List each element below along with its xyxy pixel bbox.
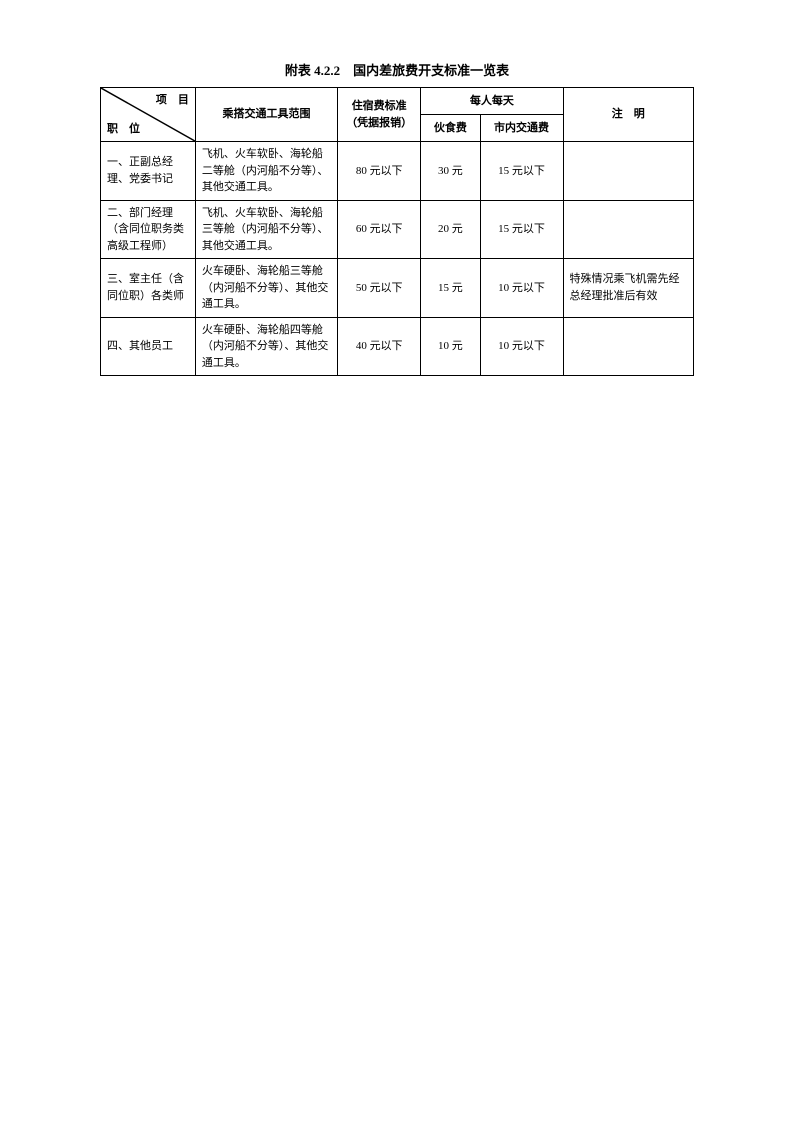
cell-remark <box>563 317 693 376</box>
cell-position: 一、正副总经理、党委书记 <box>101 142 196 201</box>
cell-lodging: 40 元以下 <box>338 317 421 376</box>
cell-remark <box>563 200 693 259</box>
cell-transport: 飞机、火车软卧、海轮船三等舱（内河船不分等）、其他交通工具。 <box>195 200 337 259</box>
cell-lodging: 50 元以下 <box>338 259 421 318</box>
cell-lodging: 60 元以下 <box>338 200 421 259</box>
cell-transport: 火车硬卧、海轮船四等舱（内河船不分等）、其他交通工具。 <box>195 317 337 376</box>
cell-position: 四、其他员工 <box>101 317 196 376</box>
header-perday: 每人每天 <box>421 88 563 115</box>
header-diagonal: 项 目 职 位 <box>101 88 196 142</box>
table-row: 二、部门经理（含同位职务类高级工程师） 飞机、火车软卧、海轮船三等舱（内河船不分… <box>101 200 694 259</box>
header-lodging: 住宿费标准（凭据报销） <box>338 88 421 142</box>
header-local: 市内交通费 <box>480 115 563 142</box>
header-position-label: 职 位 <box>107 121 140 138</box>
cell-food: 10 元 <box>421 317 480 376</box>
cell-remark: 特殊情况乘飞机需先经总经理批准后有效 <box>563 259 693 318</box>
cell-local: 10 元以下 <box>480 317 563 376</box>
table-row: 四、其他员工 火车硬卧、海轮船四等舱（内河船不分等）、其他交通工具。 40 元以… <box>101 317 694 376</box>
cell-food: 30 元 <box>421 142 480 201</box>
header-row-1: 项 目 职 位 乘搭交通工具范围 住宿费标准（凭据报销） 每人每天 注 明 <box>101 88 694 115</box>
cell-food: 20 元 <box>421 200 480 259</box>
cell-transport: 火车硬卧、海轮船三等舱（内河船不分等）、其他交通工具。 <box>195 259 337 318</box>
cell-local: 15 元以下 <box>480 200 563 259</box>
cell-food: 15 元 <box>421 259 480 318</box>
header-transport: 乘搭交通工具范围 <box>195 88 337 142</box>
cell-position: 三、室主任（含同位职）各类师 <box>101 259 196 318</box>
cell-remark <box>563 142 693 201</box>
expense-table: 项 目 职 位 乘搭交通工具范围 住宿费标准（凭据报销） 每人每天 注 明 伙食… <box>100 87 694 376</box>
table-row: 三、室主任（含同位职）各类师 火车硬卧、海轮船三等舱（内河船不分等）、其他交通工… <box>101 259 694 318</box>
table-row: 一、正副总经理、党委书记 飞机、火车软卧、海轮船二等舱（内河船不分等）、其他交通… <box>101 142 694 201</box>
cell-local: 10 元以下 <box>480 259 563 318</box>
table-title: 附表 4.2.2 国内差旅费开支标准一览表 <box>100 60 694 79</box>
cell-transport: 飞机、火车软卧、海轮船二等舱（内河船不分等）、其他交通工具。 <box>195 142 337 201</box>
cell-position: 二、部门经理（含同位职务类高级工程师） <box>101 200 196 259</box>
cell-lodging: 80 元以下 <box>338 142 421 201</box>
header-food: 伙食费 <box>421 115 480 142</box>
cell-local: 15 元以下 <box>480 142 563 201</box>
header-item-label: 项 目 <box>156 92 189 109</box>
header-remark: 注 明 <box>563 88 693 142</box>
